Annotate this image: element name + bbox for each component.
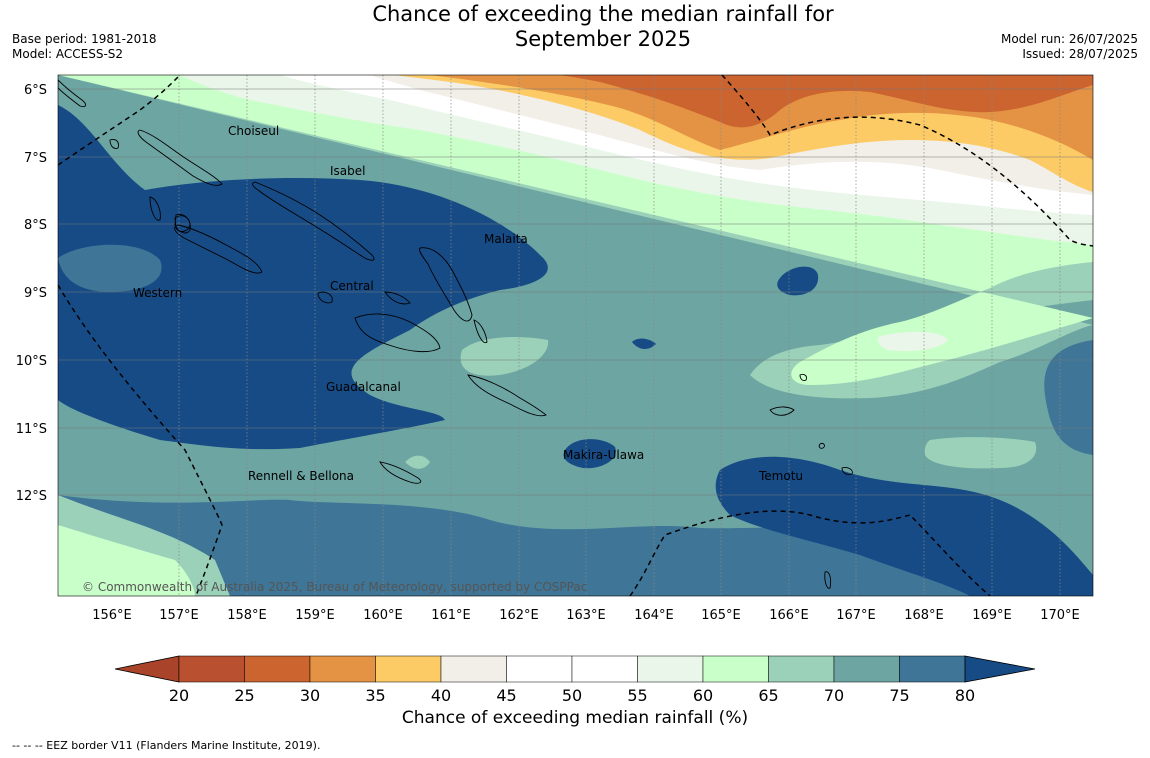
- colorbar-swatch: [833, 655, 900, 683]
- place-label-western: Western: [133, 286, 182, 300]
- place-label-rennell-bellona: Rennell & Bellona: [248, 469, 354, 483]
- lat-label: 12°S: [16, 489, 47, 504]
- island-choiseul: [137, 129, 223, 186]
- lon-label: 160°E: [363, 608, 403, 623]
- colorbar-extend-low: [114, 655, 180, 683]
- colorbar-tick-label: 25: [234, 686, 254, 705]
- lon-label: 161°E: [431, 608, 471, 623]
- colorbar-swatch: [178, 655, 245, 683]
- colorbar-tick-label: 30: [300, 686, 320, 705]
- colorbar-extend-high: [964, 655, 1036, 683]
- map-copyright: © Commonwealth of Australia 2025, Bureau…: [82, 580, 587, 594]
- island-reef-islands: [799, 373, 807, 381]
- island-florida: [317, 291, 333, 304]
- model-run: Model run: 26/07/2025: [1000, 32, 1138, 46]
- lon-label: 170°E: [1040, 608, 1080, 623]
- colorbar-tick-label: 55: [627, 686, 647, 705]
- island-tinakula: [818, 443, 825, 449]
- colorbar-swatch: [506, 655, 573, 683]
- lon-label: 162°E: [499, 608, 539, 623]
- lat-label: 7°S: [24, 151, 47, 166]
- lat-label: 10°S: [16, 354, 47, 369]
- colorbar-tick-label: 45: [496, 686, 516, 705]
- island-shortland: [109, 139, 119, 149]
- colorbar-tick-label: 60: [693, 686, 713, 705]
- model-name: Model: ACCESS-S2: [12, 47, 124, 61]
- colorbar-tick-label: 20: [169, 686, 189, 705]
- lon-label: 156°E: [92, 608, 132, 623]
- lon-label: 168°E: [904, 608, 944, 623]
- place-label-malaita: Malaita: [484, 232, 528, 246]
- place-label-choiseul: Choiseul: [228, 124, 279, 138]
- lon-label: 167°E: [836, 608, 876, 623]
- island-vanikoro: [824, 571, 832, 589]
- island-utupua: [841, 467, 853, 475]
- island-isabel: [252, 181, 375, 261]
- lat-label: 11°S: [16, 422, 47, 437]
- lat-label: 8°S: [24, 218, 47, 233]
- place-label-isabel: Isabel: [330, 164, 365, 178]
- lon-label: 163°E: [566, 608, 606, 623]
- island-guadalcanal: [354, 313, 441, 353]
- meta-left: Base period: 1981-2018 Model: ACCESS-S2: [12, 32, 157, 62]
- colorbar-tick-label: 65: [758, 686, 778, 705]
- eez-footnote: -- -- -- EEZ border V11 (Flanders Marine…: [12, 739, 321, 752]
- colorbar-swatch: [244, 655, 311, 683]
- meta-right: Model run: 26/07/2025 Issued: 28/07/2025: [1001, 32, 1138, 62]
- place-label-central: Central: [330, 279, 374, 293]
- islands: [58, 79, 853, 589]
- colorbar-swatch: [768, 655, 835, 683]
- colorbar-swatch: [899, 655, 966, 683]
- island-new-georgia: [174, 224, 263, 274]
- colorbar-tick-label: 80: [955, 686, 975, 705]
- map-gridlines: [58, 75, 1093, 596]
- lon-label: 169°E: [972, 608, 1012, 623]
- rainfall-contours: [58, 75, 1093, 596]
- colorbar-tick-label: 50: [562, 686, 582, 705]
- lon-label: 157°E: [159, 608, 199, 623]
- lon-label: 166°E: [769, 608, 809, 623]
- colorbar-swatch: [309, 655, 376, 683]
- colorbar-tick-label: 75: [889, 686, 909, 705]
- colorbar-swatch: [637, 655, 704, 683]
- colorbar-label: Chance of exceeding median rainfall (%): [401, 708, 749, 728]
- colorbar-swatch: [375, 655, 442, 683]
- colorbar-swatch: [571, 655, 638, 683]
- colorbar-swatch: [702, 655, 769, 683]
- island-small-malaita: [473, 319, 488, 344]
- island-makira: [467, 374, 547, 417]
- map-frame: [57, 74, 1094, 597]
- colorbar-tick-label: 35: [365, 686, 385, 705]
- base-period: Base period: 1981-2018: [12, 32, 157, 46]
- lon-label: 159°E: [295, 608, 335, 623]
- island-ranongga: [149, 196, 161, 221]
- lon-label: 164°E: [634, 608, 674, 623]
- title-line-1: Chance of exceeding the median rainfall …: [372, 2, 834, 26]
- lat-label: 9°S: [24, 286, 47, 301]
- island-malaita: [419, 247, 473, 322]
- issued-date: Issued: 28/07/2025: [1022, 47, 1138, 61]
- island-vella-lavella: [174, 213, 191, 234]
- lon-label: 158°E: [227, 608, 267, 623]
- place-label-temotu: Temotu: [758, 469, 803, 483]
- title-line-2: September 2025: [514, 27, 692, 51]
- island-russell: [384, 291, 411, 305]
- chart-title: Chance of exceeding the median rainfall …: [300, 2, 906, 52]
- colorbar-tick-label: 40: [431, 686, 451, 705]
- island-rennell: [379, 461, 422, 484]
- place-label-guadalcanal: Guadalcanal: [326, 380, 401, 394]
- colorbar: 20 25 30 35 40 45 50 55 60 65 70 75 80: [114, 655, 1036, 705]
- island-santa-cruz: [769, 406, 795, 416]
- lat-label: 6°S: [24, 83, 47, 98]
- island-bougainville: [58, 79, 87, 108]
- place-label-makira-ulawa: Makira-Ulawa: [563, 448, 644, 462]
- eez-borders: [58, 75, 1093, 596]
- colorbar-swatch: [440, 655, 507, 683]
- lon-label: 165°E: [701, 608, 741, 623]
- colorbar-tick-label: 70: [824, 686, 844, 705]
- island-ontong-java: [174, 215, 191, 232]
